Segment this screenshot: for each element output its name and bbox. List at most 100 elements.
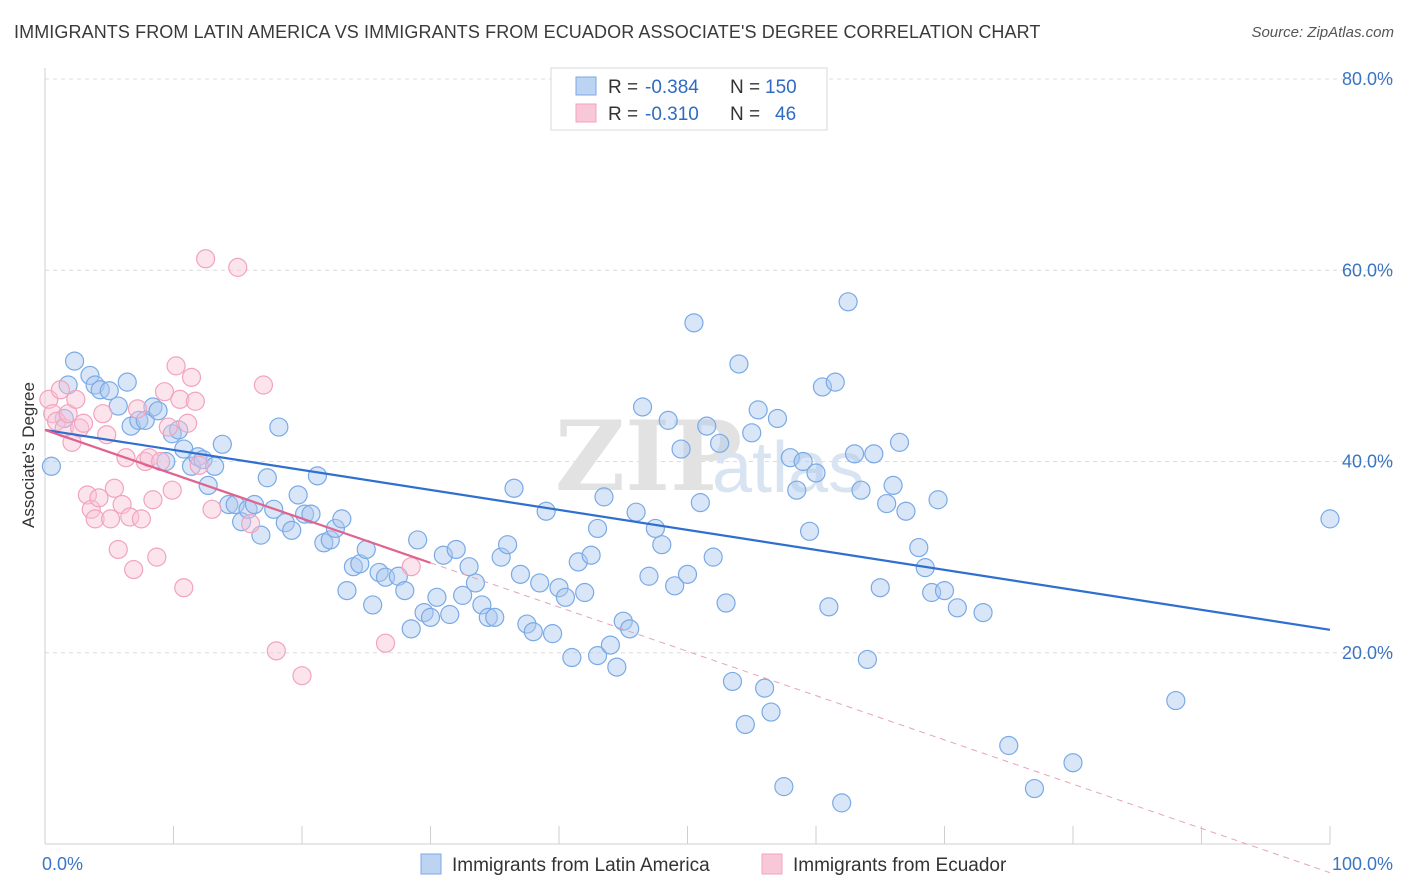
point-latin-america-38 (301, 504, 321, 524)
point-latin-america-91 (639, 566, 659, 586)
point-latin-america-42 (325, 518, 346, 539)
point-ecuador-42 (228, 257, 248, 277)
bottom-legend-label-latin-america: Immigrants from Latin America (452, 855, 710, 876)
point-latin-america-14 (148, 401, 168, 421)
point-latin-america-71 (517, 614, 537, 634)
y-tick-label-20: 20.0% (1342, 643, 1393, 663)
point-ecuador-33 (166, 356, 186, 376)
point-latin-america-10 (121, 416, 141, 436)
point-latin-america-142 (1166, 690, 1186, 711)
point-ecuador-17 (104, 478, 124, 498)
point-latin-america-97 (677, 564, 698, 584)
point-latin-america-131 (896, 501, 916, 521)
point-ecuador-40 (196, 249, 216, 269)
point-ecuador-38 (185, 391, 205, 411)
point-ecuador-18 (108, 539, 128, 560)
point-latin-america-110 (761, 702, 781, 722)
point-latin-america-72 (523, 622, 543, 642)
trend-lines (44, 428, 1331, 874)
point-latin-america-86 (607, 657, 627, 677)
legend-box: R = -0.384 N = 150 R = -0.310 N = 46 (550, 67, 828, 131)
point-latin-america-135 (928, 490, 948, 510)
bottom-legend-swatch-latin-america (420, 853, 442, 875)
point-latin-america-112 (774, 777, 794, 797)
legend-r-value-2: -0.310 (645, 104, 699, 125)
point-latin-america-123 (844, 444, 865, 464)
trend-line-latin-america (44, 428, 1331, 631)
point-latin-america-69 (504, 478, 524, 498)
point-ecuador-10 (77, 485, 98, 505)
point-latin-america-96 (671, 439, 691, 459)
grid-lines (45, 78, 1393, 654)
trend-line-ecuador-extended (430, 562, 1331, 874)
point-latin-america-78 (562, 647, 582, 668)
point-latin-america-141 (1063, 753, 1083, 773)
point-latin-america-81 (581, 545, 601, 565)
point-ecuador-47 (375, 633, 396, 653)
x-tick-label-0: 0.0% (42, 854, 83, 874)
point-latin-america-109 (754, 678, 775, 698)
point-latin-america-33 (269, 417, 289, 437)
y-tick-label-60: 60.0% (1342, 260, 1393, 280)
point-latin-america-120 (825, 372, 845, 392)
point-latin-america-53 (401, 619, 421, 639)
point-latin-america-92 (645, 518, 665, 539)
point-ecuador-16 (100, 509, 121, 529)
point-latin-america-102 (710, 433, 730, 453)
point-latin-america-76 (549, 578, 569, 598)
legend-box-frame (550, 67, 828, 131)
point-latin-america-62 (459, 557, 479, 577)
point-ecuador-35 (174, 578, 194, 598)
point-latin-america-83 (587, 646, 608, 666)
point-latin-america-94 (658, 410, 678, 430)
bottom-legend-swatch-ecuador (761, 853, 783, 875)
series-latin-america-points (41, 292, 1340, 813)
point-latin-america-124 (851, 480, 871, 500)
point-latin-america-119 (819, 597, 839, 617)
point-latin-america-87 (613, 611, 633, 631)
point-latin-america-75 (542, 624, 563, 644)
point-latin-america-13 (143, 397, 163, 417)
y-tick-labels: 20.0% 40.0% 60.0% 80.0% (1342, 69, 1393, 663)
point-latin-america-130 (889, 432, 910, 452)
point-ecuador-34 (170, 389, 190, 409)
point-latin-america-3 (64, 351, 85, 371)
point-ecuador-41 (202, 499, 222, 519)
point-latin-america-51 (388, 566, 408, 586)
point-ecuador-39 (189, 455, 209, 475)
point-latin-america-8 (108, 396, 128, 416)
point-ecuador-9 (73, 413, 94, 433)
point-latin-america-116 (799, 521, 820, 541)
point-latin-america-24 (212, 434, 232, 454)
y-tick-label-80: 80.0% (1342, 69, 1393, 89)
point-latin-america-100 (697, 416, 717, 436)
legend-r-label-2: R = (608, 104, 638, 125)
point-latin-america-143 (1320, 509, 1340, 529)
watermark-atlas: atlas (712, 428, 864, 508)
point-latin-america-95 (665, 576, 685, 596)
point-latin-america-117 (806, 463, 826, 483)
point-ecuador-27 (143, 490, 163, 510)
point-latin-america-70 (510, 564, 531, 584)
trend-line-ecuador (44, 428, 431, 564)
point-latin-america-80 (575, 582, 595, 603)
bottom-legend-label-ecuador: Immigrants from Ecuador (793, 855, 1007, 876)
point-latin-america-121 (832, 793, 852, 813)
axes (44, 68, 1331, 845)
point-latin-america-9 (117, 372, 137, 392)
point-ecuador-22 (124, 559, 144, 580)
point-latin-america-61 (453, 585, 473, 605)
bottom-legend: Immigrants from Latin America Immigrants… (420, 853, 1007, 876)
point-latin-america-114 (787, 480, 807, 500)
point-latin-america-4 (80, 365, 100, 386)
point-latin-america-99 (690, 493, 710, 513)
point-latin-america-108 (748, 400, 768, 420)
point-latin-america-57 (427, 587, 447, 607)
point-ecuador-37 (181, 367, 202, 387)
point-latin-america-56 (420, 607, 441, 627)
point-ecuador-44 (253, 375, 274, 395)
point-latin-america-85 (600, 635, 621, 655)
point-latin-america-52 (395, 580, 415, 601)
point-latin-america-127 (870, 578, 890, 598)
